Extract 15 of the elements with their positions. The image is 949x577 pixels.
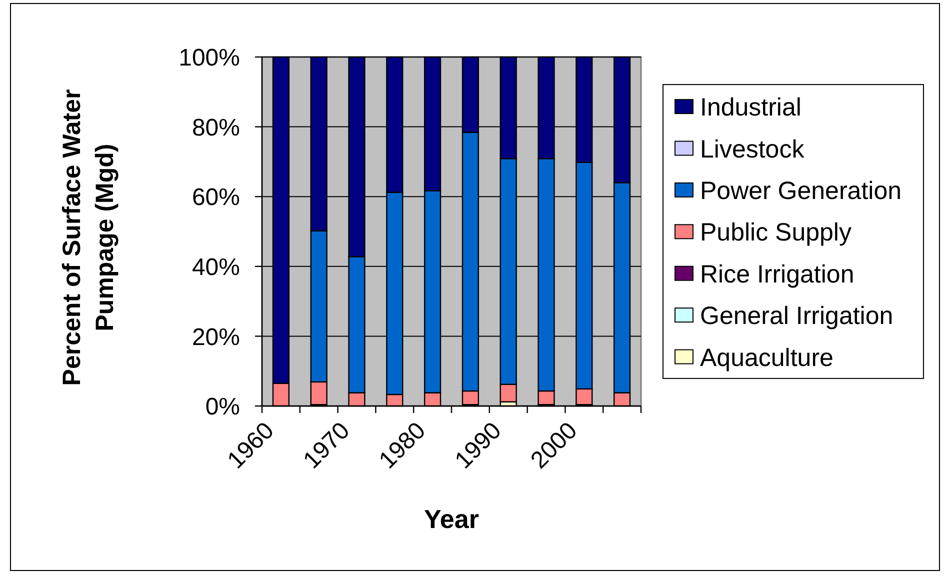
legend-label: Industrial: [700, 94, 802, 122]
legend-label: Public Supply: [700, 218, 852, 247]
y-tick-label: 20%: [192, 324, 240, 351]
y-tick-label: 60%: [192, 184, 240, 212]
legend-label: Rice Irrigation: [700, 260, 854, 288]
y-axis-title: Percent of Surface Water Pumpage (Mgd): [58, 89, 119, 386]
y-tick-label: 80%: [192, 114, 240, 142]
y-tick-label: 0%: [205, 394, 240, 421]
legend-label: Power Generation: [700, 176, 902, 205]
legend-label: Livestock: [700, 135, 805, 164]
legend-label: Aquaculture: [700, 344, 834, 372]
x-axis-title: Year: [424, 504, 479, 534]
y-tick-label: 40%: [192, 254, 240, 282]
legend-label: General Irrigation: [700, 302, 894, 330]
y-tick-label: 100%: [178, 44, 240, 72]
